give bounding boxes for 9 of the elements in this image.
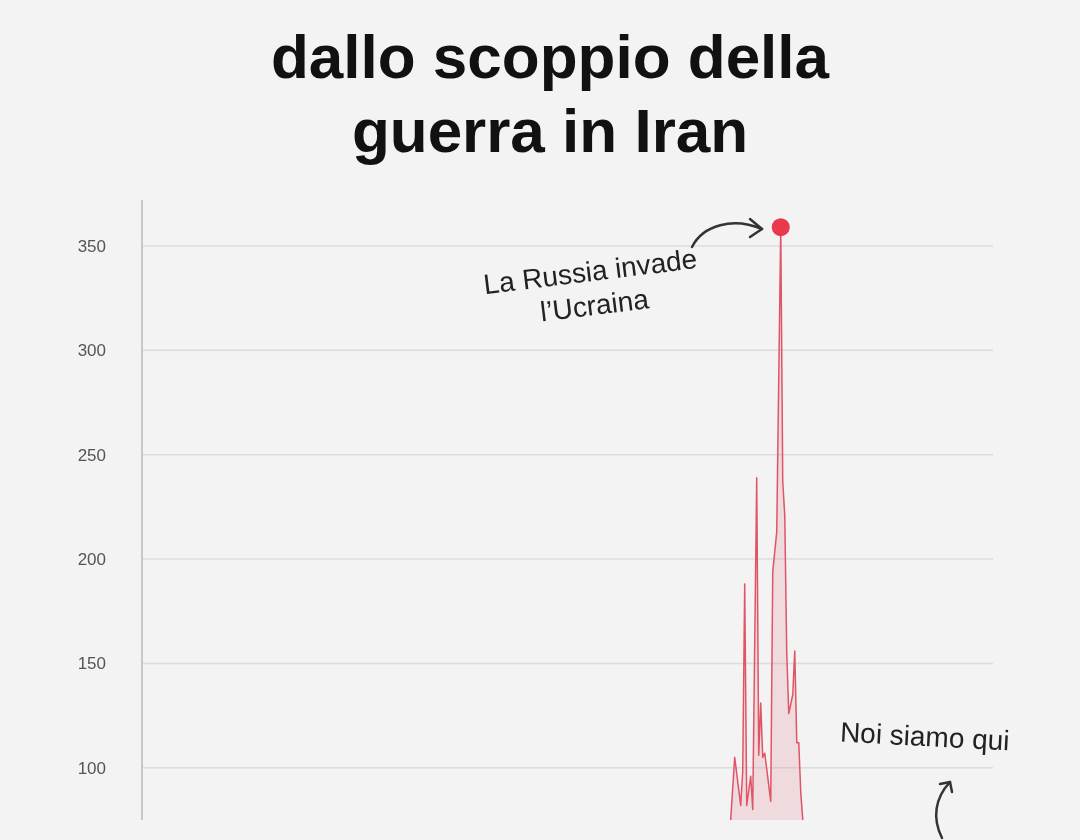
chart-title: dallo scoppio della guerra in Iran	[269, 21, 831, 167]
y-tick-label: 300	[77, 341, 106, 361]
y-tick-label: 350	[77, 236, 106, 256]
y-tick-label: 150	[77, 654, 106, 674]
annotation: Noi siamo qui	[839, 715, 1011, 759]
y-tick-label: 250	[77, 445, 106, 465]
y-tick-label: 100	[77, 758, 106, 778]
y-tick-label: 200	[77, 550, 106, 570]
annotation: La Russia invade l’Ucraina	[481, 242, 700, 330]
